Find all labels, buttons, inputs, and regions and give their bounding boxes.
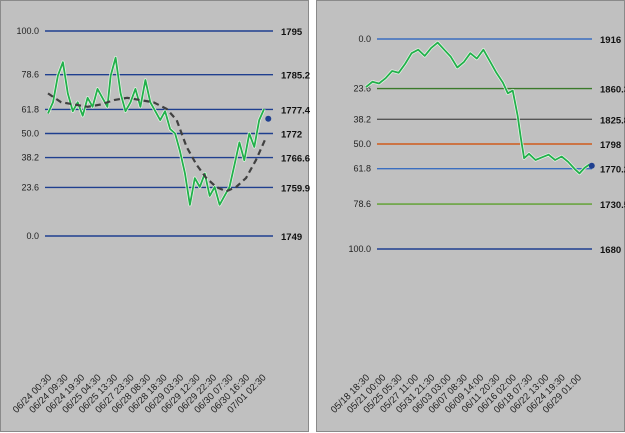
level-pct-label: 78.6 xyxy=(353,199,371,209)
level-pct-label: 100.0 xyxy=(16,26,39,36)
level-pct-label: 50.0 xyxy=(353,139,371,149)
left-chart-panel: 100.0 1795 78.6 1785.2 61.8 1777.4 50.0 1772 38.… xyxy=(0,0,310,432)
level-price-label: 1860.3 xyxy=(600,85,625,96)
level-pct-label: 61.8 xyxy=(353,164,371,174)
level-price-label: 1825.8 xyxy=(600,115,625,126)
level-pct-label: 23.6 xyxy=(353,84,371,94)
last-price-marker xyxy=(265,115,272,122)
level-pct-label: 78.6 xyxy=(21,70,39,80)
level-price-label: 1759.9 xyxy=(281,183,310,194)
left-fibonacci-chart: 100.0 1795 78.6 1785.2 61.8 1777.4 50.0 1772 38.… xyxy=(11,26,310,416)
level-price-label: 1916 xyxy=(600,35,621,46)
level-price-label: 1772 xyxy=(281,130,302,141)
level-pct-label: 61.8 xyxy=(21,104,39,114)
price-line-halo xyxy=(46,56,266,207)
level-price-label: 1730.5 xyxy=(600,200,625,211)
level-price-label: 1766.6 xyxy=(281,154,310,165)
level-pct-label: 38.2 xyxy=(353,114,371,124)
price-line xyxy=(365,41,590,175)
moving-average-line xyxy=(47,92,267,193)
price-line-halo xyxy=(364,41,591,175)
level-price-label: 1680 xyxy=(600,245,621,256)
level-pct-label: 50.0 xyxy=(21,129,39,139)
level-pct-label: 38.2 xyxy=(21,153,39,163)
last-price-marker xyxy=(588,162,595,169)
level-pct-label: 0.0 xyxy=(358,34,371,44)
level-price-label: 1785.2 xyxy=(281,71,310,82)
right-fibonacci-chart: 0.0 1916 23.6 1860.3 38.2 1825.8 50.0 1798 61.8 1… xyxy=(329,34,625,416)
level-price-label: 1798 xyxy=(600,140,621,151)
level-price-label: 1777.4 xyxy=(281,105,310,116)
level-pct-label: 23.6 xyxy=(21,182,39,192)
level-price-label: 1770.2 xyxy=(600,165,625,176)
level-pct-label: 100.0 xyxy=(348,244,371,254)
level-price-label: 1795 xyxy=(281,27,303,38)
right-chart-panel: 0.0 1916 23.6 1860.3 38.2 1825.8 50.0 1798 61.8 1… xyxy=(316,0,625,432)
level-price-label: 1749 xyxy=(281,232,302,243)
level-pct-label: 0.0 xyxy=(26,231,39,241)
